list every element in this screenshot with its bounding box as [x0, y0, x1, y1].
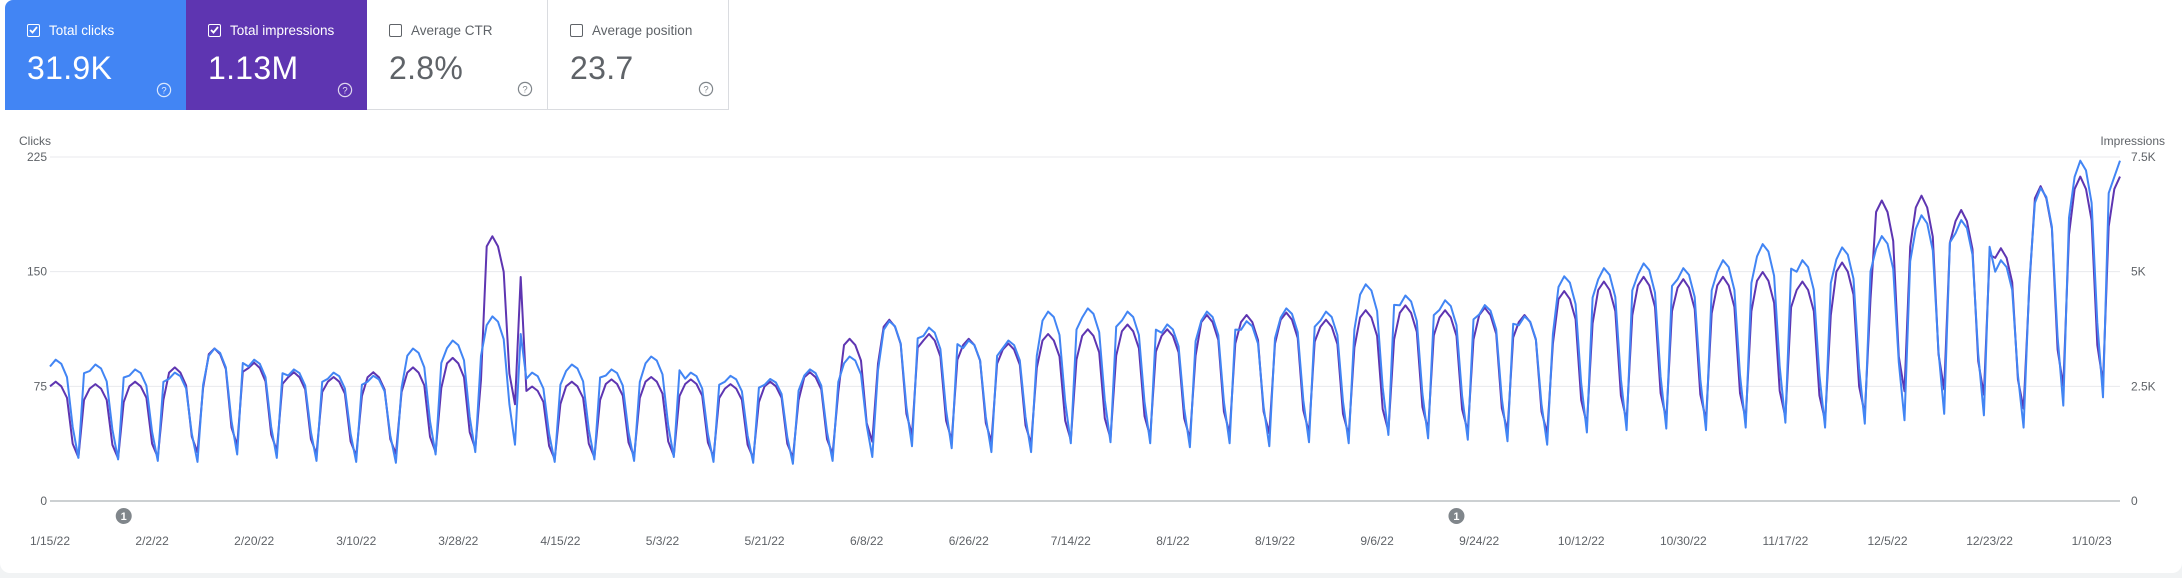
x-tick: 8/1/22	[1156, 534, 1190, 548]
average-position-card[interactable]: Average position 23.7 ?	[548, 0, 729, 110]
y-tick-left: 0	[40, 494, 47, 508]
metric-label: Average CTR	[411, 22, 493, 38]
svg-text:?: ?	[342, 86, 347, 97]
x-tick: 6/8/22	[850, 534, 884, 548]
annotation-label: 1	[1453, 511, 1459, 523]
y-tick-right: 0	[2131, 494, 2138, 508]
chart-axes: 0 0 75 2.5K 150 5K 225 7.5K Clicks Impressions 1/1…	[19, 134, 2165, 548]
total-impressions-card[interactable]: Total impressions 1.13M ?	[186, 0, 367, 110]
y-tick-right: 2.5K	[2131, 379, 2156, 393]
metric-label: Average position	[592, 22, 693, 38]
card-header: Average position	[570, 22, 728, 38]
metric-cards: Total clicks 31.9K ? Total impressions 1…	[5, 0, 729, 110]
help-icon[interactable]: ?	[337, 82, 353, 98]
total-clicks-card[interactable]: Total clicks 31.9K ?	[5, 0, 186, 110]
chart-series	[49, 159, 2121, 465]
metric-value: 31.9K	[27, 50, 113, 86]
y-tick-left: 150	[27, 265, 47, 279]
annotation-marker	[115, 508, 132, 524]
x-tick: 5/21/22	[745, 534, 785, 548]
checkbox-checked-icon[interactable]	[27, 23, 40, 37]
x-tick: 5/3/22	[646, 534, 680, 548]
help-icon[interactable]: ?	[156, 82, 172, 98]
y-tick-right: 5K	[2131, 265, 2146, 279]
card-header: Total clicks	[27, 22, 186, 38]
series-line-clicks	[49, 159, 2121, 465]
y-axis-label-right: Impressions	[2100, 134, 2165, 148]
metric-label: Total clicks	[49, 22, 115, 38]
checkbox-checked-icon[interactable]	[208, 23, 221, 37]
x-tick: 1/15/22	[30, 534, 70, 548]
annotation-label: 1	[121, 511, 127, 523]
x-tick: 2/2/22	[135, 534, 169, 548]
x-tick: 7/14/22	[1051, 534, 1091, 548]
average-ctr-card[interactable]: Average CTR 2.8% ?	[367, 0, 548, 110]
series-line-impressions	[49, 175, 2121, 461]
x-tick: 1/10/23	[2072, 534, 2112, 548]
metric-value: 2.8%	[389, 50, 464, 86]
help-icon[interactable]: ?	[517, 81, 533, 97]
chart-grid	[50, 156, 2120, 502]
y-tick-right: 7.5K	[2131, 150, 2156, 164]
x-tick: 9/6/22	[1360, 534, 1394, 548]
x-tick: 12/23/22	[1966, 534, 2013, 548]
x-tick: 9/24/22	[1459, 534, 1499, 548]
y-tick-left: 225	[27, 150, 47, 164]
checkbox-unchecked-icon[interactable]	[389, 23, 402, 37]
x-tick: 11/17/22	[1762, 534, 1808, 548]
y-axis-label-left: Clicks	[19, 134, 51, 148]
y-tick-left: 75	[34, 379, 48, 393]
x-tick: 3/28/22	[438, 534, 478, 548]
svg-text:?: ?	[161, 86, 166, 97]
x-tick: 4/15/22	[540, 534, 580, 548]
card-header: Average CTR	[389, 22, 547, 38]
x-tick: 6/26/22	[949, 534, 989, 548]
svg-text:?: ?	[522, 85, 527, 96]
x-tick: 2/20/22	[234, 534, 274, 548]
metric-value: 1.13M	[208, 50, 299, 86]
x-tick: 3/10/22	[336, 534, 376, 548]
metric-value: 23.7	[570, 50, 634, 86]
x-tick: 12/5/22	[1867, 534, 1907, 548]
metric-label: Total impressions	[230, 22, 335, 38]
x-tick: 8/19/22	[1255, 534, 1295, 548]
x-tick: 10/30/22	[1660, 534, 1707, 548]
x-tick: 10/12/22	[1558, 534, 1605, 548]
svg-text:?: ?	[703, 85, 708, 96]
card-header: Total impressions	[208, 22, 367, 38]
checkbox-unchecked-icon[interactable]	[570, 23, 583, 37]
help-icon[interactable]: ?	[698, 81, 714, 97]
annotation-marker	[1448, 508, 1465, 524]
